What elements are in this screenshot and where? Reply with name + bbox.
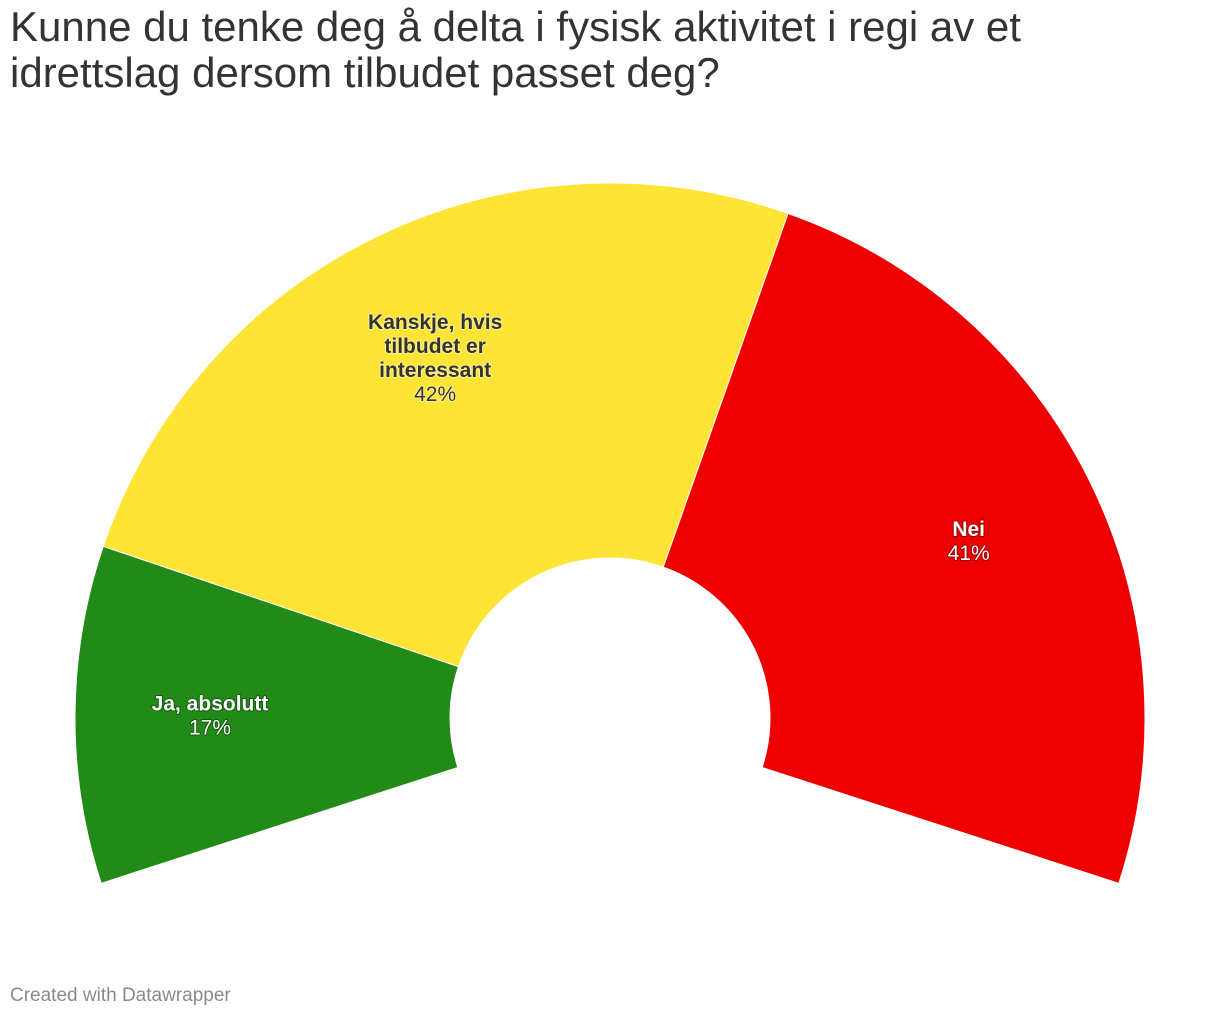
slice-label: Kanskje, hvis tilbudet er interessant 42% [368,311,502,406]
slice-kanskje-hvis-tilbudet-er-interessant[interactable] [102,182,789,668]
slice-ja-absolutt[interactable] [74,545,460,884]
slice-value-label: 42% [414,383,456,406]
slice-category-label: tilbudet er [384,335,486,358]
slice-label: Nei 41% [948,518,990,565]
donut-slices [74,182,1146,884]
slice-nei[interactable] [662,212,1146,884]
slice-category-label: Nei [952,518,985,541]
slice-category-label: Kanskje, hvis [368,311,502,334]
footer-credit: Created with Datawrapper [10,985,231,1006]
slice-value-label: 17% [189,716,231,739]
slice-category-label: interessant [379,359,491,382]
slice-labels: Ja, absolutt 17% Kanskje, hvis tilbudet er i… [151,310,991,740]
chart-title: Kunne du tenke deg å delta i fysisk akti… [10,3,1021,96]
slice-value-label: 41% [948,542,990,565]
slice-category-label: Ja, absolutt [152,692,269,715]
slice-label: Ja, absolutt 17% [152,692,269,739]
